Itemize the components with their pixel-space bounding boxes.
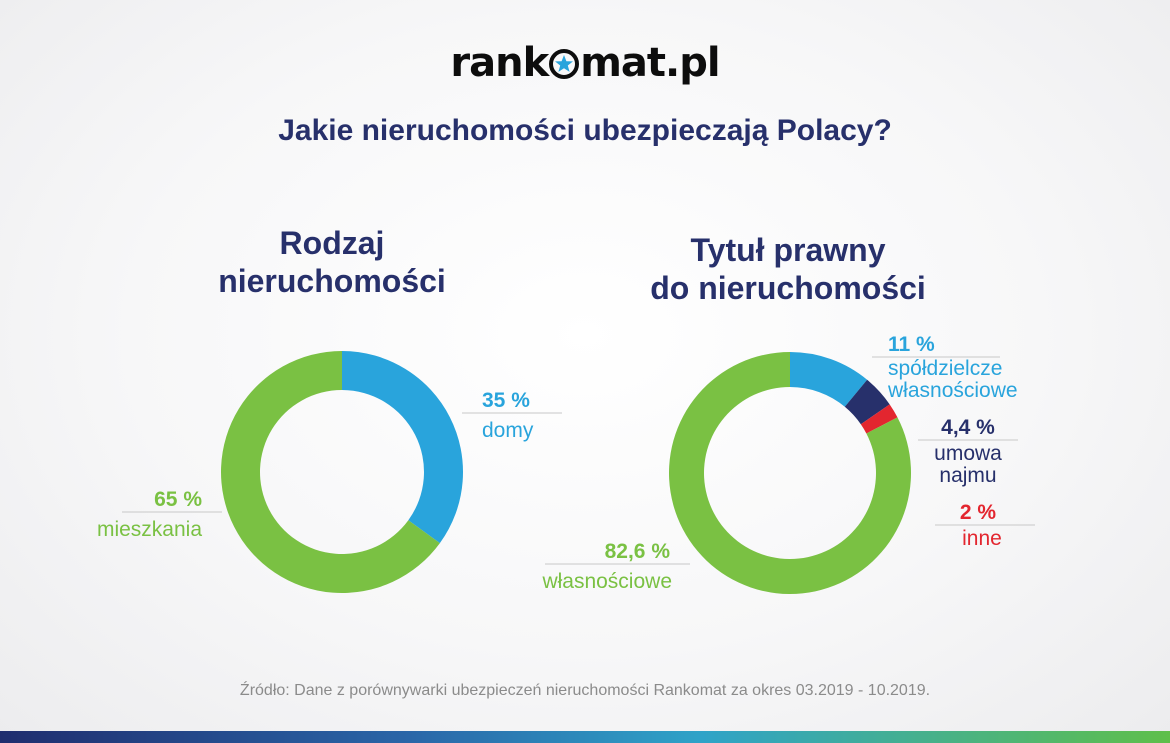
chart-title-line: nieruchomości (218, 263, 446, 299)
data-label-category: inne (962, 527, 1002, 550)
data-label-category: umowa (934, 442, 1002, 465)
data-label-category: własnościowe (541, 570, 672, 593)
logo-text-end: mat.pl (580, 40, 720, 86)
donut-slice-sp-dzielcze-w-asno-ciowe (790, 352, 868, 407)
chart-title-property-type: Rodzaj nieruchomości (172, 224, 492, 300)
star-icon (549, 49, 580, 79)
data-label-category: własnościowe (887, 379, 1018, 402)
data-label-value: 82,6 % (605, 540, 671, 563)
data-label-value: 4,4 % (941, 416, 995, 439)
logo-text-start: rank (450, 40, 549, 86)
footer-gradient-bar (0, 731, 1170, 743)
donut-slice-domy (342, 351, 463, 544)
donut-slice-umowa-najmu (844, 379, 890, 425)
rankomat-logo: rank mat.pl (0, 40, 1170, 86)
data-label-value: 65 % (154, 488, 202, 511)
data-label-value: 11 % (888, 333, 935, 356)
headline: Jakie nieruchomości ubezpieczają Polacy? (278, 114, 892, 147)
chart-title-line: Tytuł prawny (690, 232, 886, 268)
chart-title-legal-title: Tytuł prawny do nieruchomości (608, 231, 968, 307)
data-label-category: mieszkania (97, 518, 202, 541)
data-label-value: 35 % (482, 389, 530, 412)
chart-title-line: do nieruchomości (650, 270, 926, 306)
chart-title-line: Rodzaj (279, 225, 385, 261)
source-note: Źródło: Dane z porównywarki ubezpieczeń … (239, 682, 931, 699)
data-label-category: spółdzielcze (888, 357, 1002, 380)
data-label-category: domy (482, 419, 534, 442)
donut-slice-inne (860, 404, 898, 434)
data-label-value: 2 % (960, 501, 997, 524)
donut-slice-mieszkania (220, 351, 440, 593)
data-label-category: najmu (939, 464, 996, 487)
